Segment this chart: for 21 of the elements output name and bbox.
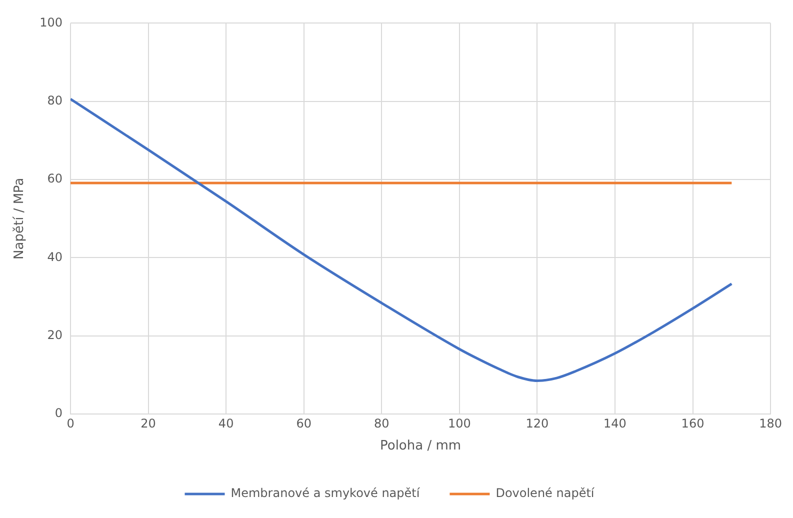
legend-label: Dovolené napětí [496,486,595,500]
x-tick-label: 0 [66,416,74,430]
line-series [70,98,733,382]
y-tick-label: 100 [40,15,63,30]
y-tick-label: 0 [54,406,63,420]
legend-label: Membranové a smykové napětí [230,486,420,500]
x-tick-label: 180 [759,416,782,430]
x-tick-label: 120 [526,416,549,430]
x-tick-label: 80 [374,416,390,430]
x-tick-label: 20 [140,416,156,430]
y-tick-label: 40 [47,250,63,264]
y-tick-label: 20 [47,328,63,342]
x-tick-label: 100 [448,416,471,430]
x-tick-label: 140 [604,416,626,430]
y-tick-label: 80 [47,93,63,108]
x-tick-label: 60 [296,416,312,430]
y-axis-title: Napětí / MPa [12,178,28,260]
x-axis-title: Poloha / mm [380,438,462,454]
x-tick-label: 160 [681,416,704,430]
y-tick-label: 60 [47,172,63,186]
x-tick-label: 40 [218,416,234,430]
